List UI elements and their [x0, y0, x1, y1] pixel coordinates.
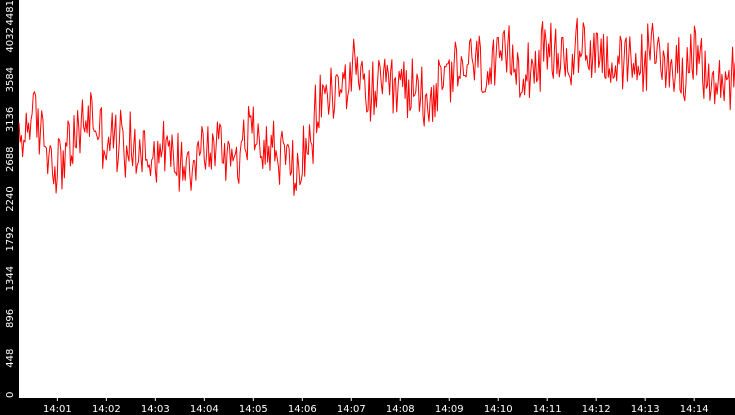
series-line — [18, 17, 735, 196]
x-axis: 14:01 14:02 14:03 14:04 14:05 14:06 14:07 14:08… — [43, 398, 709, 415]
x-tick-label: 14:09 — [435, 404, 464, 415]
x-axis-band — [0, 398, 735, 415]
y-tick-label: 2240 — [5, 186, 16, 211]
y-tick-label: 1344 — [5, 266, 16, 291]
y-tick-label: 1792 — [5, 226, 16, 251]
x-tick-label: 14:02 — [92, 404, 121, 415]
x-tick-label: 14:06 — [288, 404, 317, 415]
plot-area — [19, 0, 735, 398]
y-tick-label: 896 — [5, 309, 16, 328]
x-tick-label: 14:03 — [141, 404, 170, 415]
x-tick-label: 14:10 — [484, 404, 513, 415]
y-tick-label: 2688 — [5, 147, 16, 172]
y-tick-label: 0 — [5, 392, 16, 398]
x-tick-label: 14:11 — [533, 404, 562, 415]
y-tick-label: 3584 — [5, 67, 16, 92]
x-tick-label: 14:12 — [582, 404, 611, 415]
y-axis: 0 448 896 1344 1792 2240 2688 3136 3584 4032 4481 — [5, 0, 16, 398]
x-tick-label: 14:04 — [190, 404, 219, 415]
x-tick-label: 14:08 — [386, 404, 415, 415]
x-tick-label: 14:14 — [680, 404, 709, 415]
y-axis-band — [0, 0, 19, 398]
x-tick-label: 14:13 — [631, 404, 660, 415]
y-tick-label: 3136 — [5, 107, 16, 132]
y-tick-label: 4032 — [5, 27, 16, 52]
x-tick-label: 14:05 — [239, 404, 268, 415]
y-tick-label: 448 — [5, 349, 16, 368]
x-tick-label: 14:01 — [43, 404, 72, 415]
y-tick-label: 4481 — [5, 0, 16, 25]
x-tick-label: 14:07 — [337, 404, 366, 415]
